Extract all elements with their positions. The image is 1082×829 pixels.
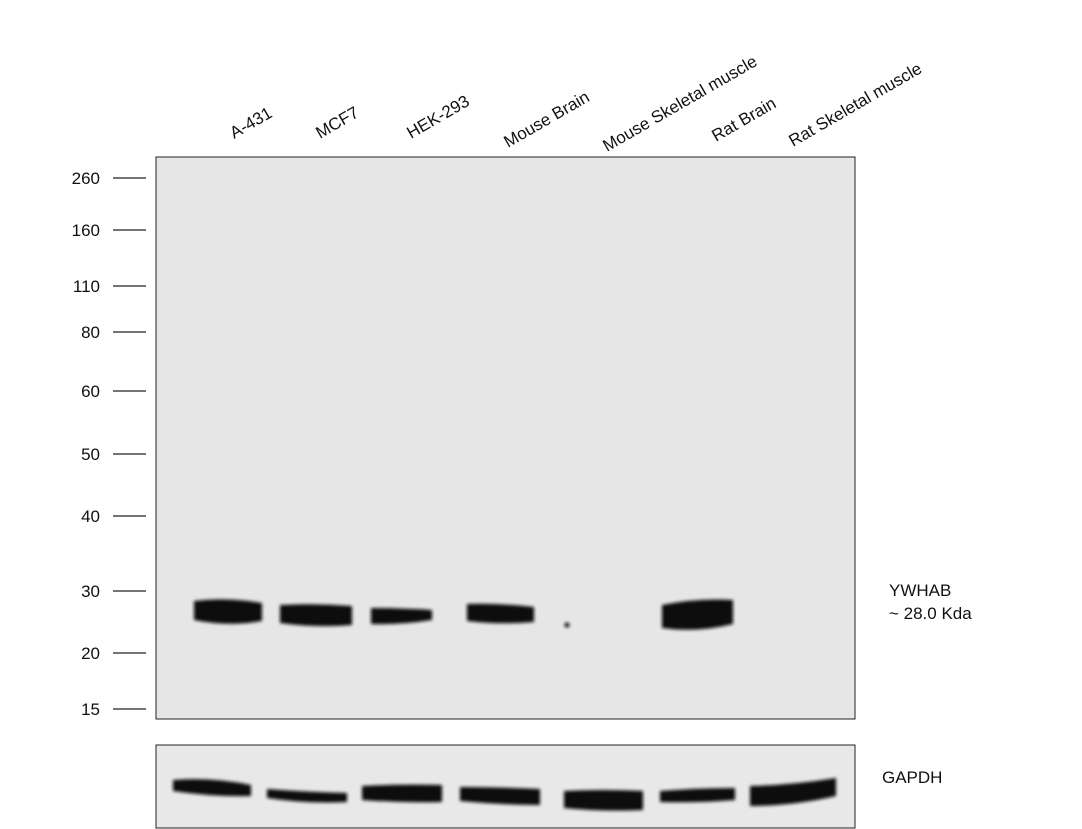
band <box>267 789 347 803</box>
band <box>280 604 352 627</box>
band <box>460 787 540 805</box>
lane-label: HEK-293 <box>404 92 473 143</box>
marker-label: 20 <box>81 644 100 663</box>
band <box>362 784 442 803</box>
marker-label: 160 <box>72 221 100 240</box>
band <box>194 599 262 624</box>
band <box>662 599 733 630</box>
lane-label: Mouse Skeletal muscle <box>600 52 761 156</box>
band <box>173 779 251 797</box>
marker-label: 15 <box>81 700 100 719</box>
band <box>564 790 643 811</box>
lane-label: Mouse Brain <box>501 87 593 151</box>
target-name: YWHAB <box>889 581 951 600</box>
marker-label: 30 <box>81 582 100 601</box>
target-size: ~ 28.0 Kda <box>889 604 972 623</box>
band <box>660 788 735 803</box>
loading-control-panel <box>155 744 856 829</box>
band <box>467 603 534 624</box>
speck <box>564 622 570 628</box>
loading-control-label: GAPDH <box>882 768 942 787</box>
band <box>371 608 432 625</box>
main-blot-panel <box>155 156 856 720</box>
lane-label: Rat Skeletal muscle <box>786 59 926 151</box>
lane-label: MCF7 <box>313 103 363 143</box>
marker-label: 110 <box>73 277 100 296</box>
marker-label: 50 <box>81 445 100 464</box>
target-bands <box>194 599 733 630</box>
lane-label: Rat Brain <box>709 94 780 146</box>
gapdh-bands <box>173 778 836 811</box>
marker-label: 80 <box>81 323 100 342</box>
marker-label: 40 <box>81 507 100 526</box>
band <box>750 778 836 806</box>
marker-label: 260 <box>72 169 100 188</box>
marker-label: 60 <box>81 382 100 401</box>
lane-label: A-431 <box>227 103 276 142</box>
